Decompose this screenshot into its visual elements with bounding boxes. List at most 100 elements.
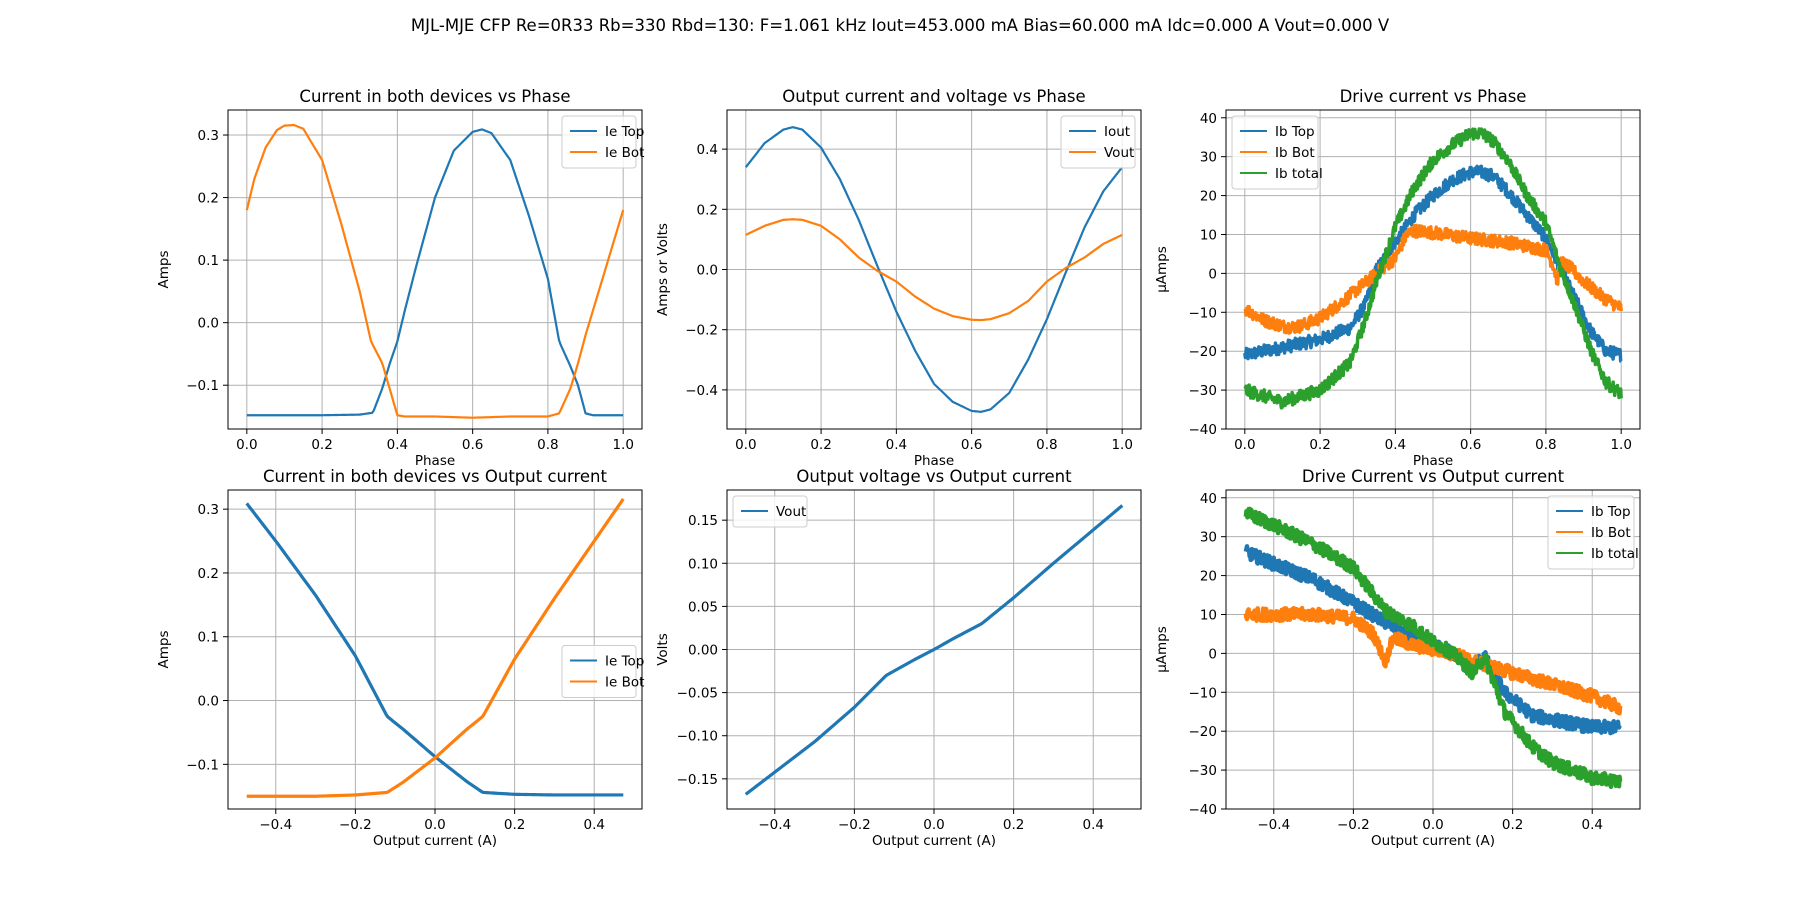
y-tick-label: 0.2 xyxy=(198,566,219,582)
x-tick-label: 0.2 xyxy=(504,817,525,833)
legend-box xyxy=(561,115,637,169)
y-tick-label: 0.3 xyxy=(198,128,219,144)
x-tick-label: 0.0 xyxy=(1234,437,1255,453)
legend: Ib Top Ib Bot Ib total xyxy=(1547,495,1639,570)
legend-label-vout: Vout xyxy=(1104,145,1134,161)
legend-box xyxy=(1231,115,1319,190)
legend-label-ie-top: Ie Top xyxy=(605,124,644,140)
x-axis-label: Output current (A) xyxy=(872,833,996,849)
x-tick-label: 0.6 xyxy=(1460,437,1481,453)
x-tick-label: 0.0 xyxy=(1422,817,1443,833)
legend-label-ib-bot: Ib Bot xyxy=(1275,145,1315,161)
y-tick-label: 0.0 xyxy=(697,263,718,279)
legend: Iout Vout xyxy=(1060,115,1136,169)
y-tick-label: −0.1 xyxy=(186,378,219,394)
legend-label-ie-top: Ie Top xyxy=(605,654,644,670)
subplot-title: Current in both devices vs Output curren… xyxy=(263,467,608,486)
legend: Ib Top Ib Bot Ib total xyxy=(1231,115,1323,190)
x-tick-label: 0.4 xyxy=(1082,817,1103,833)
y-tick-label: 40 xyxy=(1200,491,1217,507)
y-tick-label: 40 xyxy=(1200,111,1217,127)
subplot-p5: −0.4 −0.2 0.0 0.2 0.4 −0.15 −0.10 −0.05 0.00 0.05… xyxy=(655,467,1142,849)
y-tick-label: 0.00 xyxy=(688,643,718,659)
x-tick-label: 0.0 xyxy=(923,817,944,833)
y-tick-label: 0.10 xyxy=(688,556,718,572)
x-tick-label: 0.8 xyxy=(1036,437,1057,453)
axes-container: 0.0 0.2 0.4 0.6 0.8 1.0 −0.1 0.0 0.1 0.2 0.3 Curren… xyxy=(156,87,1641,849)
y-tick-label: 0 xyxy=(1208,646,1217,662)
y-tick-label: −0.10 xyxy=(677,729,718,745)
y-tick-label: 10 xyxy=(1200,227,1217,243)
y-tick-label: 0.05 xyxy=(688,599,718,615)
x-tick-label: 0.2 xyxy=(810,437,831,453)
subplot-title: Drive current vs Phase xyxy=(1340,87,1527,106)
y-tick-label: 0.1 xyxy=(198,630,219,646)
y-tick-label: −0.2 xyxy=(685,323,718,339)
y-tick-label: 0.3 xyxy=(198,502,219,518)
legend-box xyxy=(1547,495,1635,570)
legend-label-vout: Vout xyxy=(776,504,806,520)
y-tick-label: −20 xyxy=(1189,724,1218,740)
legend-label-iout: Iout xyxy=(1104,124,1130,140)
series-line-ie-bot xyxy=(246,498,625,798)
x-tick-label: 0.6 xyxy=(961,437,982,453)
y-axis-label: Volts xyxy=(655,633,671,666)
legend-label-ib-top: Ib Top xyxy=(1275,124,1315,140)
y-tick-label: 0 xyxy=(1208,266,1217,282)
subplot-p1: 0.0 0.2 0.4 0.6 0.8 1.0 −0.1 0.0 0.1 0.2 0.3 Curren… xyxy=(156,87,644,469)
y-tick-label: 0.0 xyxy=(198,694,219,710)
series-line-vout xyxy=(745,218,1123,322)
y-tick-label: 0.2 xyxy=(198,191,219,207)
series-group xyxy=(245,498,625,798)
x-tick-label: 0.4 xyxy=(1385,437,1406,453)
legend-label-ib-top: Ib Top xyxy=(1591,504,1631,520)
series-group xyxy=(1243,127,1623,410)
y-tick-label: −20 xyxy=(1189,344,1218,360)
subplot-p2: 0.0 0.2 0.4 0.6 0.8 1.0 −0.4 −0.2 0.0 0.2 0.4 Outpu… xyxy=(655,87,1142,469)
y-tick-label: 0.0 xyxy=(198,316,219,332)
y-axis-label: µAmps xyxy=(1154,246,1170,293)
x-tick-label: 0.6 xyxy=(462,437,483,453)
subplot-title: Output current and voltage vs Phase xyxy=(782,87,1085,106)
series-line-ib-total xyxy=(1243,506,1623,790)
y-tick-label: −0.4 xyxy=(685,383,718,399)
series-group xyxy=(744,504,1124,796)
x-tick-label: 1.0 xyxy=(1111,437,1132,453)
x-tick-label: −0.4 xyxy=(259,817,292,833)
y-tick-label: −40 xyxy=(1189,802,1218,818)
x-tick-label: 1.0 xyxy=(1610,437,1631,453)
series-line-vout xyxy=(744,504,1124,796)
legend-box xyxy=(561,645,637,698)
x-tick-label: −0.2 xyxy=(339,817,372,833)
x-tick-label: 0.4 xyxy=(886,437,907,453)
legend: Vout xyxy=(732,495,808,528)
x-tick-label: 0.2 xyxy=(311,437,332,453)
x-tick-label: 0.4 xyxy=(1581,817,1602,833)
x-tick-label: −0.4 xyxy=(1257,817,1290,833)
y-tick-label: 10 xyxy=(1200,607,1217,623)
subplot-title: Current in both devices vs Phase xyxy=(299,87,570,106)
series-line-ie-top xyxy=(246,128,624,417)
y-tick-label: −40 xyxy=(1189,422,1218,438)
subplot-p4: −0.4 −0.2 0.0 0.2 0.4 −0.1 0.0 0.1 0.2 0.3 Current… xyxy=(156,467,644,849)
x-tick-label: 0.2 xyxy=(1309,437,1330,453)
y-tick-label: 0.2 xyxy=(697,202,718,218)
y-tick-label: 20 xyxy=(1200,189,1217,205)
legend: Ie Top Ie Bot xyxy=(561,645,644,698)
y-tick-label: 30 xyxy=(1200,530,1217,546)
x-tick-label: 0.2 xyxy=(1003,817,1024,833)
legend-label-ib-total: Ib total xyxy=(1591,546,1639,562)
y-tick-label: −10 xyxy=(1189,305,1218,321)
series-line-ie-bot xyxy=(245,123,625,419)
y-axis-label: Amps xyxy=(156,251,172,289)
x-tick-label: 0.0 xyxy=(735,437,756,453)
subplot-title: Output voltage vs Output current xyxy=(796,467,1072,486)
y-tick-label: −0.1 xyxy=(186,757,219,773)
subplot-p6: −0.4 −0.2 0.0 0.2 0.4 −40 −30 −20 −10 0 10 20 30 40 Dr… xyxy=(1154,467,1641,849)
x-tick-label: 0.0 xyxy=(424,817,445,833)
x-tick-label: −0.4 xyxy=(758,817,791,833)
x-axis-label: Phase xyxy=(1413,453,1453,469)
x-tick-label: 0.8 xyxy=(537,437,558,453)
legend-label-ie-bot: Ie Bot xyxy=(605,145,644,161)
